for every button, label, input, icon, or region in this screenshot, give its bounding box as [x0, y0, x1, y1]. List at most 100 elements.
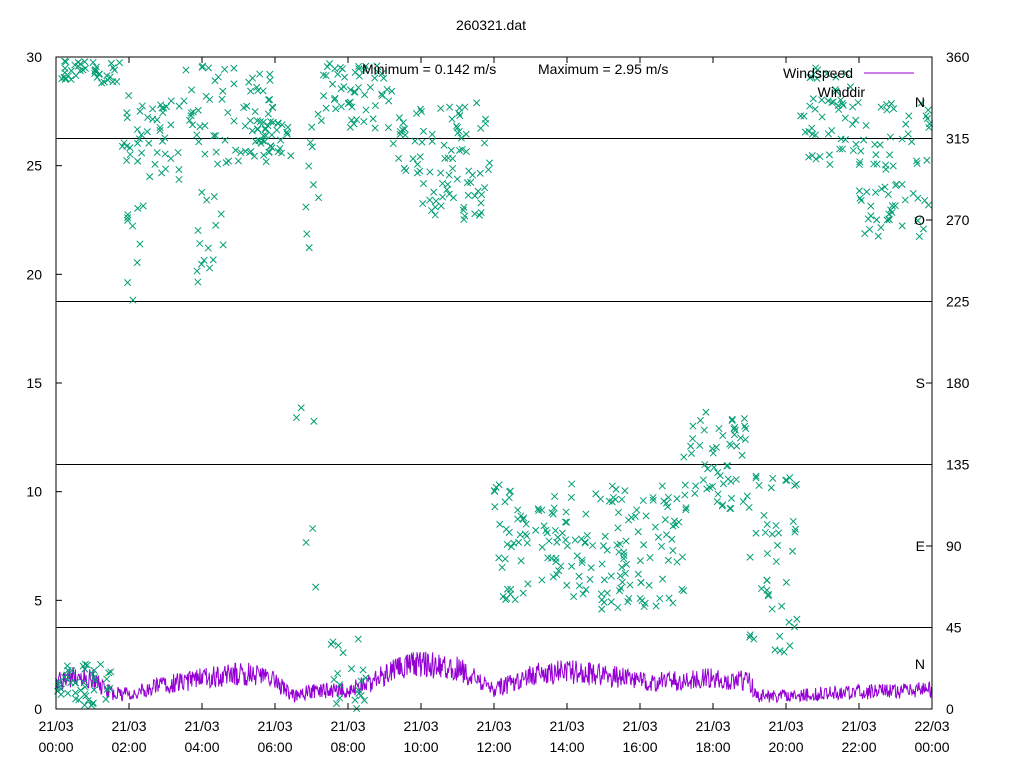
winddir-point [287, 152, 295, 160]
winddir-point [888, 208, 896, 217]
winddir-point [378, 70, 386, 78]
winddir-point [158, 169, 166, 177]
x-tick-label-time: 22:00 [841, 739, 876, 755]
winddir-point [438, 193, 447, 201]
winddir-point [871, 140, 879, 148]
winddir-point [852, 116, 860, 124]
winddir-point [217, 210, 225, 218]
winddir-point [218, 95, 226, 103]
winddir-point [727, 477, 735, 485]
winddir-point [115, 59, 124, 67]
winddir-point [898, 180, 906, 188]
winddir-point [151, 160, 159, 168]
winddir-point [849, 103, 857, 111]
winddir-point [337, 85, 345, 93]
winddir-point [110, 66, 119, 74]
winddir-point [462, 148, 470, 156]
winddir-point [877, 224, 885, 232]
winddir-point [739, 498, 747, 506]
winddir-point [924, 106, 932, 114]
winddir-point [669, 522, 677, 530]
winddir-point [107, 668, 115, 676]
winddir-point [839, 101, 847, 109]
windspeed-series [55, 651, 933, 704]
winddir-point [174, 148, 182, 157]
winddir-point [551, 526, 560, 535]
winddir-point [682, 504, 690, 512]
x-tick-label-date: 21/03 [403, 718, 438, 734]
winddir-point [582, 586, 590, 594]
winddir-point [837, 96, 845, 104]
winddir-point [266, 76, 274, 84]
winddir-point [331, 94, 339, 102]
winddir-point [665, 594, 673, 602]
winddir-point [89, 699, 97, 707]
winddir-point [925, 123, 933, 132]
winddir-point [532, 526, 540, 534]
winddir-point [611, 495, 619, 503]
winddir-point [503, 585, 512, 593]
winddir-point [709, 449, 717, 457]
y-right-tick-label: 315 [946, 131, 970, 147]
winddir-point [348, 116, 356, 124]
winddir-point [831, 85, 839, 94]
winddir-point [498, 563, 506, 571]
winddir-point [196, 239, 204, 248]
winddir-point [267, 142, 275, 150]
winddir-point [752, 474, 760, 482]
winddir-point [806, 74, 814, 82]
x-tick-label-time: 00:00 [38, 739, 73, 755]
winddir-point [102, 695, 110, 703]
winddir-point [563, 581, 571, 589]
winddir-point [158, 104, 166, 112]
winddir-point [586, 575, 594, 583]
legend: Windspeed Winddir [783, 65, 914, 100]
winddir-point [360, 118, 368, 126]
winddir-point [75, 696, 83, 704]
winddir-point [563, 518, 571, 526]
winddir-point [334, 669, 342, 677]
winddir-point [634, 570, 642, 578]
winddir-point [348, 103, 356, 111]
winddir-point [553, 571, 561, 579]
winddir-point [919, 225, 927, 233]
winddir-point [902, 120, 910, 128]
x-tick-label-date: 21/03 [257, 718, 292, 734]
winddir-point [188, 86, 196, 94]
y-left-tick-label: 15 [26, 375, 42, 391]
winddir-point [113, 78, 121, 86]
winddir-point [657, 542, 666, 550]
winddir-point [206, 95, 214, 104]
winddir-point [544, 554, 552, 562]
winddir-point [445, 171, 453, 179]
winddir-point [701, 460, 709, 469]
winddir-point [772, 521, 780, 530]
winddir-point [710, 463, 718, 471]
winddir-point [459, 206, 467, 214]
winddir-point [561, 518, 569, 526]
y-axis-right: 0 45 90 135 180 225 270 315 360 [926, 49, 970, 717]
winddir-point [791, 481, 799, 490]
legend-windspeed-label: Windspeed [783, 65, 853, 81]
winddir-point [852, 140, 860, 148]
winddir-point [555, 567, 563, 575]
winddir-point [763, 549, 771, 558]
winddir-point [484, 166, 493, 174]
winddir-point [826, 160, 834, 168]
winddir-point [449, 164, 457, 173]
winddir-point [716, 472, 724, 480]
winddir-point [600, 598, 608, 606]
winddir-point [664, 556, 672, 564]
winddir-point [600, 576, 608, 584]
winddir-point [426, 168, 434, 176]
winddir-point [456, 112, 464, 120]
winddir-point [303, 230, 311, 238]
winddir-point [60, 673, 69, 681]
compass-label: N [915, 656, 925, 672]
winddir-point [362, 106, 370, 114]
winddir-point [350, 88, 358, 96]
winddir-point [517, 557, 525, 565]
winddir-point [673, 495, 681, 503]
winddir-point [652, 602, 660, 610]
winddir-point [346, 86, 355, 94]
